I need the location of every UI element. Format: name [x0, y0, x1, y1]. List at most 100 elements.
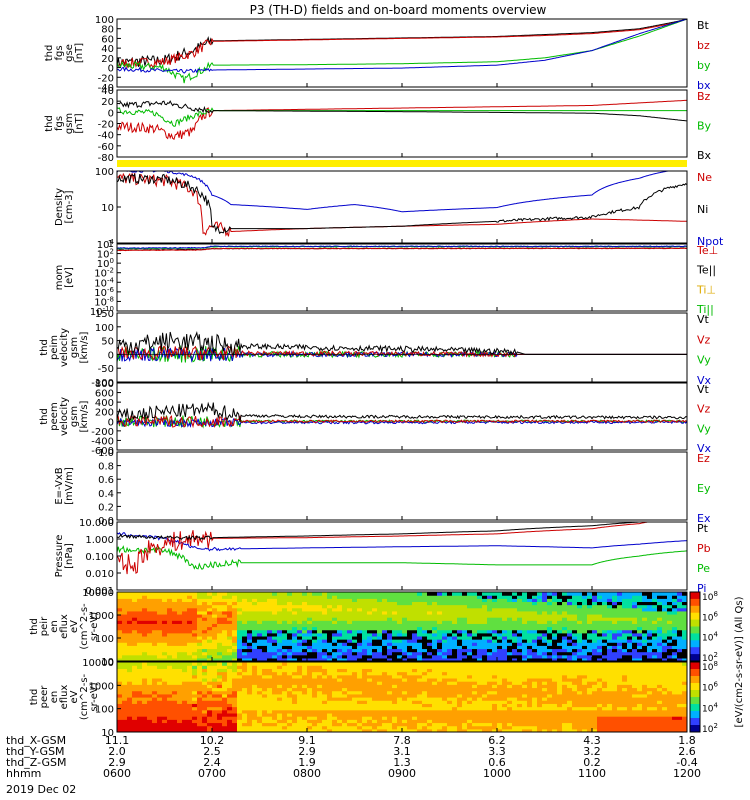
series-Pe-line: [117, 545, 687, 570]
ephemeris-value: 0.2: [583, 756, 601, 769]
y-axis-label: thd fgs gsm [nT]: [44, 113, 85, 134]
y-tick-label: 10-2: [94, 267, 114, 280]
y-tick-label: 40: [101, 44, 114, 55]
y-label-line: E=-VxB: [54, 467, 65, 504]
y-label-line: [km/s]: [79, 331, 90, 363]
y-tick-label: 1: [108, 239, 114, 250]
colorbar-cell: [690, 654, 700, 662]
y-tick-label: 80: [101, 25, 114, 36]
y-label-line: (cm^2-s-: [79, 603, 90, 650]
legend-Vz: Vz: [697, 403, 711, 416]
y-tick-label: 10-4: [94, 276, 114, 289]
series-Vt-line: [117, 401, 687, 422]
series-Vz-line: [117, 414, 687, 429]
colorbar-frame: [689, 661, 701, 733]
colorbar-cell: [690, 619, 700, 627]
colorbar-cell: [690, 626, 700, 634]
y-label-line: [mV/m]: [64, 467, 75, 505]
y-label-line: mom: [54, 265, 65, 291]
y-tick-label: 150: [95, 309, 114, 320]
colorbar-cell: [690, 592, 700, 600]
y-tick-label: 0.100: [85, 552, 114, 563]
y-tick-label: 1.000: [85, 535, 114, 546]
y-label-line: eflux: [59, 614, 70, 639]
y-axis-label: thd peir en eflux eV (cm^2-s-sr-eV): [29, 603, 100, 650]
ephemeris-value: 3.2: [583, 745, 601, 758]
y-tick-label: 100: [95, 15, 114, 26]
legend-Vy: Vy: [697, 354, 711, 367]
y-tick-label: 104: [97, 238, 115, 251]
colorbar-cell: [690, 725, 700, 733]
y-tick-label: 60: [101, 34, 114, 45]
y-label-line: thd: [39, 339, 50, 356]
legend-Te: Te||: [696, 264, 716, 277]
series-Ti-line: [117, 245, 687, 250]
ephemeris-value: 1.3: [393, 756, 411, 769]
legend-Vy: Vy: [697, 422, 711, 435]
series-Bz-line: [117, 99, 687, 140]
legend-Pb: Pb: [697, 542, 711, 555]
ephemeris-value: 10.2: [200, 734, 225, 747]
y-tick-label: 0: [108, 108, 114, 119]
y-tick-label: 100: [95, 323, 114, 334]
legend-Vx: Vx: [697, 374, 712, 387]
y-label-line: [cm-3]: [64, 190, 75, 223]
y-label-line: fgs: [54, 116, 65, 131]
colorbar-tick-label: 102: [702, 722, 718, 735]
y-tick-label: -60: [98, 142, 114, 153]
series-bx-line: [117, 19, 687, 74]
legend-Ni: Ni: [697, 203, 708, 216]
colorbar-frame: [689, 591, 701, 662]
y-tick-label: -20: [98, 120, 114, 131]
series-Pi-line: [117, 532, 687, 552]
series-Pb-line: [117, 522, 651, 575]
y-label-line: thd: [29, 618, 40, 635]
y-tick-label: 102: [97, 248, 114, 261]
y-tick-label: -50: [98, 364, 114, 375]
y-label-line: gsm: [64, 113, 75, 134]
x-tick-label: 1000: [483, 767, 511, 780]
y-tick-label: 0: [108, 417, 114, 428]
colorbar-tick-label: 106: [702, 681, 718, 694]
y-tick-label: 10: [101, 657, 114, 668]
y-tick-label: 100: [95, 167, 114, 178]
series-Te-line: [117, 247, 687, 252]
ephemeris-row-label: thd_Z-GSM: [6, 756, 66, 769]
y-axis-label: Density [cm-3]: [54, 188, 75, 226]
y-tick-label: 1000: [89, 611, 114, 622]
legend-Pe: Pe: [697, 562, 710, 575]
legend-Ex: Ex: [697, 512, 711, 525]
y-label-line: Pressure: [54, 535, 65, 578]
ephemeris-value: 1.9: [298, 756, 316, 769]
series-Bt-line: [117, 19, 687, 69]
colorbar-cell: [690, 704, 700, 712]
y-label-line: peem: [49, 402, 60, 430]
y-axis-label: thd peer en eflux eV (cm^2-s-sr-eV): [29, 673, 100, 720]
legend-Te: Te⊥: [696, 244, 718, 257]
y-label-line: peer: [39, 685, 50, 709]
ephemeris-value: 2.0: [108, 745, 126, 758]
y-tick-label: -100: [91, 378, 114, 389]
series-Bx-line: [117, 100, 687, 122]
y-axis-label: thd peem velocity gsm [km/s]: [39, 397, 90, 436]
y-label-line: velocity: [59, 397, 70, 436]
spectrogram-electron: [117, 662, 687, 732]
chart-title: P3 (TH-D) fields and on-board moments ov…: [250, 3, 547, 17]
y-axis-label: Pressure [nPa]: [54, 535, 75, 578]
y-axis-label: mom [eV]: [54, 265, 75, 291]
y-label-line: thd: [29, 689, 40, 706]
y-tick-label: 800: [95, 379, 114, 390]
legend-Npot: Npot: [697, 235, 724, 248]
y-tick-label: 600: [95, 389, 114, 400]
y-label-line: gsm: [69, 337, 80, 358]
y-tick-label: 0: [108, 350, 114, 361]
ephemeris-value: 7.8: [393, 734, 411, 747]
y-label-line: peir: [39, 616, 50, 636]
